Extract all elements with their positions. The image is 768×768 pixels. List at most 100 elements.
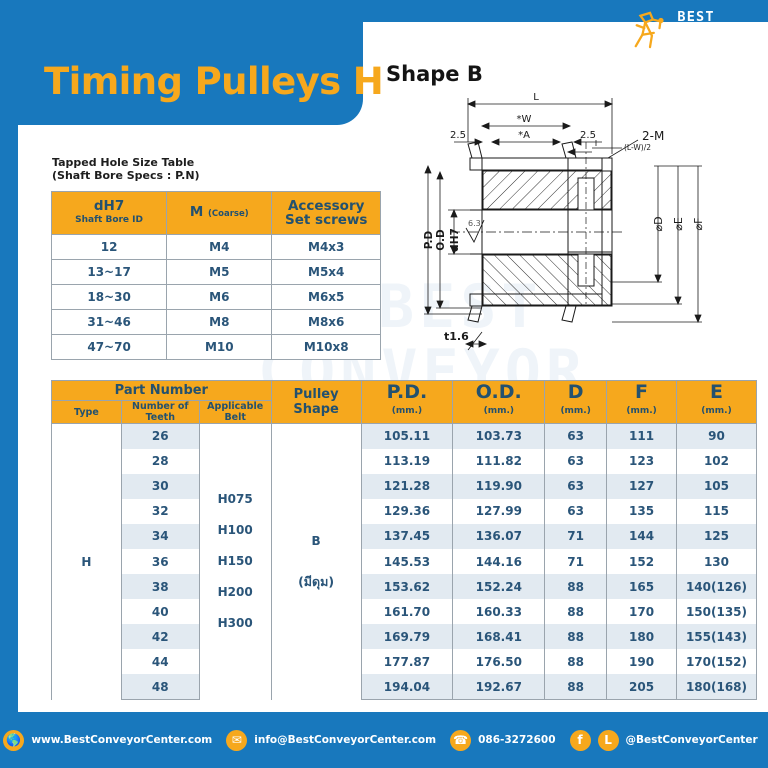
th-pd-label: P.D.	[386, 381, 428, 403]
footer-email[interactable]: info@BestConveyorCenter.com	[254, 734, 437, 746]
cell-screw: M5x4	[271, 259, 381, 285]
tapped-th-m-sub: (Coarse)	[208, 209, 249, 219]
footer-contact-bar: 🌎 www.BestConveyorCenter.com ✉ info@Best…	[0, 712, 768, 768]
cell-m: M8	[166, 309, 273, 335]
th-f: F (mm.)	[606, 380, 677, 424]
cell-d: 63	[544, 423, 608, 449]
cell-m: M10	[166, 334, 273, 360]
th-part-number: Part Number	[51, 380, 272, 401]
dim-W: *W	[517, 114, 532, 125]
cell-e: 102	[675, 448, 758, 474]
table-row: 42 169.79 168.41 88 180 155(143)	[52, 624, 758, 650]
table-row: 12 M4 M4x3	[50, 234, 381, 260]
page-title: Timing Pulleys H	[44, 60, 384, 103]
dim-od: O.D	[435, 229, 447, 251]
cell-pd: 137.45	[360, 523, 454, 549]
cell-d: 88	[544, 674, 608, 701]
th-e: E (mm.)	[675, 380, 758, 424]
cell-d: 71	[544, 523, 608, 549]
phone-icon: ☎	[450, 729, 472, 751]
cell-m: M4	[166, 234, 273, 260]
cell-teeth: 42	[120, 624, 200, 650]
th-teeth: Number of Teeth	[120, 400, 200, 424]
th-type: Type	[51, 400, 122, 424]
cell-e: 130	[675, 548, 758, 575]
footer-website[interactable]: www.BestConveyorCenter.com	[31, 734, 213, 746]
belt-h150: H150	[217, 554, 253, 569]
cell-shape: B (มีดุม)	[270, 423, 362, 700]
table-row: 30 121.28 119.90 63 127 105	[52, 473, 758, 499]
cell-screw: M10x8	[271, 334, 381, 360]
tapped-th-bore-sub: Shaft Bore ID	[75, 215, 143, 225]
belt-h300: H300	[217, 616, 253, 631]
globe-icon: 🌎	[3, 729, 25, 751]
cell-od: 136.07	[452, 523, 546, 549]
dim-roughness: 6.3	[468, 219, 481, 228]
cell-teeth: 36	[120, 548, 200, 575]
logo-line-3: CENTER	[677, 34, 734, 51]
facebook-icon[interactable]: f	[569, 729, 591, 751]
cell-d: 63	[544, 448, 608, 474]
cell-e: 105	[675, 473, 758, 499]
table-row: H 26 H075 H100 H150 H200 H300 B (มีดุม) …	[51, 423, 758, 700]
dim-phi-d: ⌀D	[652, 216, 665, 231]
cell-e: 180(168)	[675, 674, 758, 701]
cell-f: 144	[606, 523, 677, 549]
line-icon[interactable]: L	[597, 729, 619, 751]
cell-bore: 18~30	[50, 284, 168, 310]
cell-d: 71	[544, 548, 608, 575]
dim-L: L	[533, 92, 539, 103]
main-table-body: H 26 H075 H100 H150 H200 H300 B (มีดุม) …	[51, 423, 758, 701]
table-row: 40 161.70 160.33 88 170 150(135)	[52, 599, 758, 625]
cell-pd: 105.11	[360, 423, 454, 449]
cell-d: 88	[544, 624, 608, 650]
spec-sheet: Timing Pulleys H Shape B BEST CONVEYOR C…	[18, 22, 768, 712]
cell-bore: 47~70	[50, 334, 168, 360]
logo-wordmark: BEST CONVEYOR CENTER	[677, 11, 752, 49]
table-row: 31~46 M8 M8x6	[50, 309, 381, 335]
cell-teeth: 28	[120, 448, 200, 474]
cell-teeth: 44	[120, 649, 200, 675]
table-row: 32 129.36 127.99 63 135 115	[52, 498, 758, 524]
tapped-th-screw-line2: Set screws	[285, 212, 368, 228]
cell-pd: 145.53	[360, 548, 454, 575]
cell-f: 170	[606, 599, 677, 625]
footer-phone[interactable]: 086-3272600	[478, 734, 556, 746]
cell-belt-list: H075 H100 H150 H200 H300	[198, 423, 272, 700]
cell-e: 125	[675, 523, 758, 549]
brand-logo: BEST CONVEYOR CENTER	[631, 10, 752, 50]
cell-teeth: 32	[120, 498, 200, 524]
cell-teeth: 30	[120, 473, 200, 499]
dim-pd: P.D	[423, 230, 435, 249]
cell-pd: 194.04	[360, 674, 454, 701]
cell-f: 127	[606, 473, 677, 499]
cell-od: 119.90	[452, 473, 546, 499]
cell-pd: 169.79	[360, 624, 454, 650]
cell-teeth: 34	[120, 523, 200, 549]
shape-heading: Shape B	[386, 62, 483, 86]
table-row: 18~30 M6 M6x5	[50, 284, 381, 310]
tapped-hole-size-table: dH7 Shaft Bore ID M (Coarse) Accessory S…	[50, 191, 381, 360]
cell-e: 90	[675, 423, 758, 449]
table-row: 28 113.19 111.82 63 123 102	[52, 448, 758, 474]
cell-f: 180	[606, 624, 677, 650]
cell-d: 88	[544, 574, 608, 600]
tapped-table-caption: Tapped Hole Size Table (Shaft Bore Specs…	[52, 156, 200, 182]
dim-dh7: dH7	[449, 228, 461, 252]
tapped-th-m-main: M	[189, 204, 204, 220]
cell-e: 150(135)	[675, 599, 758, 625]
cell-od: 103.73	[452, 423, 546, 449]
dim-phi-e: ⌀E	[672, 217, 685, 231]
table-row: 36 145.53 144.16 71 152 130	[52, 548, 758, 575]
cell-m: M6	[166, 284, 273, 310]
footer-social-handle[interactable]: @BestConveyorCenter	[625, 734, 758, 746]
cell-d: 63	[544, 498, 608, 524]
cell-bore: 12	[50, 234, 168, 260]
belt-h075: H075	[217, 492, 253, 507]
tapped-th-m: M (Coarse)	[166, 191, 273, 235]
th-f-label: F	[635, 381, 649, 403]
table-row: 44 177.87 176.50 88 190 170(152)	[52, 649, 758, 675]
cell-d: 88	[544, 649, 608, 675]
pulley-spec-table: Part Number Pulley Shape P.D. (mm.) O.D.…	[51, 380, 758, 701]
th-e-unit: (mm.)	[701, 406, 732, 416]
